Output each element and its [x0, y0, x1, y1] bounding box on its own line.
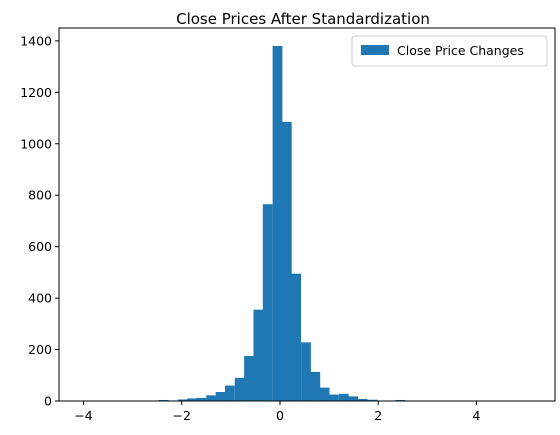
x-tick-label: 2 — [374, 408, 382, 423]
y-tick-label: 800 — [28, 188, 52, 203]
histogram-bar — [282, 122, 292, 401]
histogram-bar — [339, 394, 349, 401]
histogram-bar — [206, 395, 216, 401]
chart-title: Close Prices After Standardization — [176, 10, 430, 28]
histogram-bar — [263, 204, 273, 401]
y-axis: 0 200 400 600 800 1000 1200 1400 — [20, 33, 59, 408]
histogram-bar — [273, 46, 283, 401]
x-tick-label: 4 — [472, 408, 480, 423]
histogram-bar — [320, 388, 330, 401]
histogram-bar — [291, 274, 301, 401]
y-tick-label: 600 — [28, 239, 52, 254]
histogram-bar — [348, 396, 358, 401]
histogram-bar — [301, 342, 311, 401]
y-tick-label: 400 — [28, 291, 52, 306]
histogram-bar — [244, 356, 254, 401]
histogram-bar — [253, 310, 263, 401]
y-tick-label: 200 — [28, 342, 52, 357]
legend-label: Close Price Changes — [397, 43, 524, 58]
histogram-bars — [83, 46, 424, 401]
histogram-bar — [235, 378, 245, 401]
legend-swatch — [361, 45, 389, 55]
y-tick-label: 0 — [44, 394, 52, 409]
histogram-bar — [225, 386, 235, 401]
y-tick-label: 1000 — [20, 136, 52, 151]
legend: Close Price Changes — [352, 36, 547, 66]
y-tick-label: 1400 — [20, 33, 52, 48]
x-tick-label: −2 — [173, 408, 191, 423]
histogram-bar — [329, 395, 339, 401]
histogram-bar — [310, 372, 320, 401]
x-tick-label: 0 — [276, 408, 284, 423]
y-tick-label: 1200 — [20, 85, 52, 100]
histogram-bar — [216, 392, 226, 401]
x-axis: −4 −2 0 2 4 — [74, 401, 480, 423]
x-tick-label: −4 — [74, 408, 92, 423]
